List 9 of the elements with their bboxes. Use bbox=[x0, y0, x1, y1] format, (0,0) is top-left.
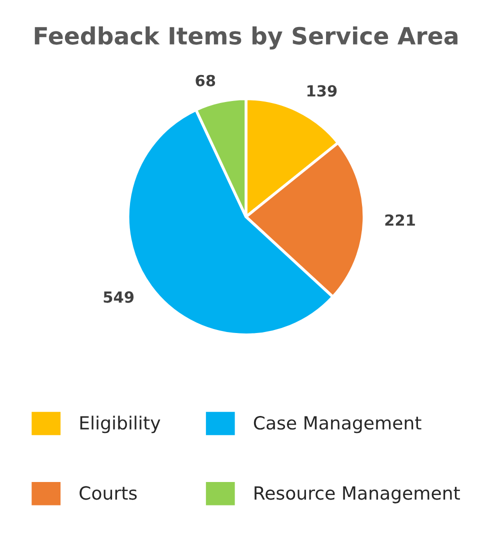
legend-label: Resource Management bbox=[254, 486, 460, 504]
legend-label: Eligibility bbox=[80, 416, 160, 434]
data-label: 549 bbox=[104, 291, 134, 303]
data-label: 68 bbox=[196, 74, 216, 86]
data-label: 139 bbox=[307, 85, 337, 97]
chart-title: Feedback Items by Service Area bbox=[34, 26, 458, 50]
legend-label: Case Management bbox=[254, 416, 422, 434]
legend-label: Courts bbox=[80, 486, 137, 500]
data-label: 221 bbox=[385, 214, 415, 226]
